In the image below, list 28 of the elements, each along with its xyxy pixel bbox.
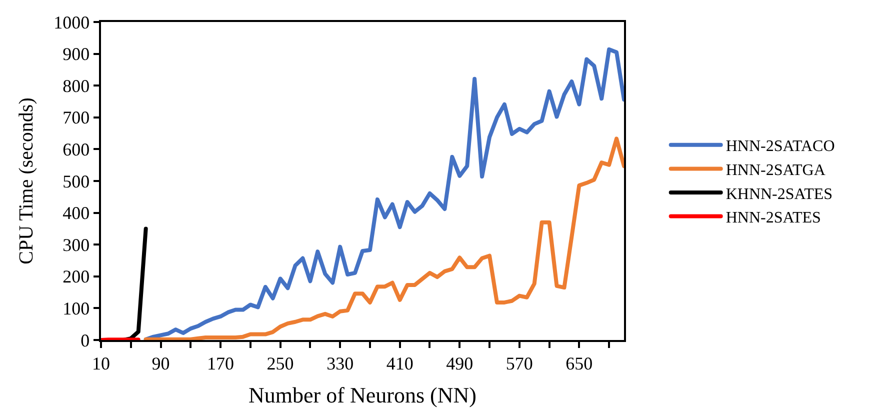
legend-label: HNN-2SATACO — [726, 138, 835, 156]
y-tick-label: 500 — [62, 171, 90, 192]
x-tick-label: 10 — [92, 353, 110, 374]
x-axis-title: Number of Neurons (NN) — [248, 382, 476, 408]
y-tick-label: 800 — [62, 76, 90, 96]
y-tick-label: 0 — [80, 330, 90, 350]
legend-label: HNN-2SATES — [726, 210, 821, 227]
x-tick-label: 250 — [266, 353, 294, 374]
x-tick-label: 330 — [326, 353, 354, 374]
y-tick-label: 300 — [62, 234, 90, 255]
legend-label: HNN-2SATGA — [726, 162, 826, 179]
legend-label: KHNN-2SATES — [726, 186, 833, 203]
y-tick-label: 700 — [62, 108, 90, 128]
y-tick-label: 600 — [62, 140, 90, 160]
y-tick-label: 200 — [62, 266, 90, 287]
y-axis-title: CPU Time (seconds) — [16, 98, 38, 264]
x-tick-label: 170 — [207, 353, 234, 374]
y-tick-label: 900 — [62, 44, 90, 64]
x-tick-label: 410 — [386, 353, 414, 374]
y-tick-label: 100 — [62, 298, 90, 318]
y-tick-label: 1000 — [54, 12, 90, 32]
x-tick-label: 570 — [506, 353, 533, 374]
x-tick-label: 650 — [566, 353, 593, 374]
line-series — [144, 47, 624, 340]
y-tick-label: 400 — [62, 203, 90, 224]
x-tick-label: 90 — [152, 353, 170, 374]
x-tick-label: 490 — [446, 353, 474, 374]
line-series — [144, 136, 624, 340]
